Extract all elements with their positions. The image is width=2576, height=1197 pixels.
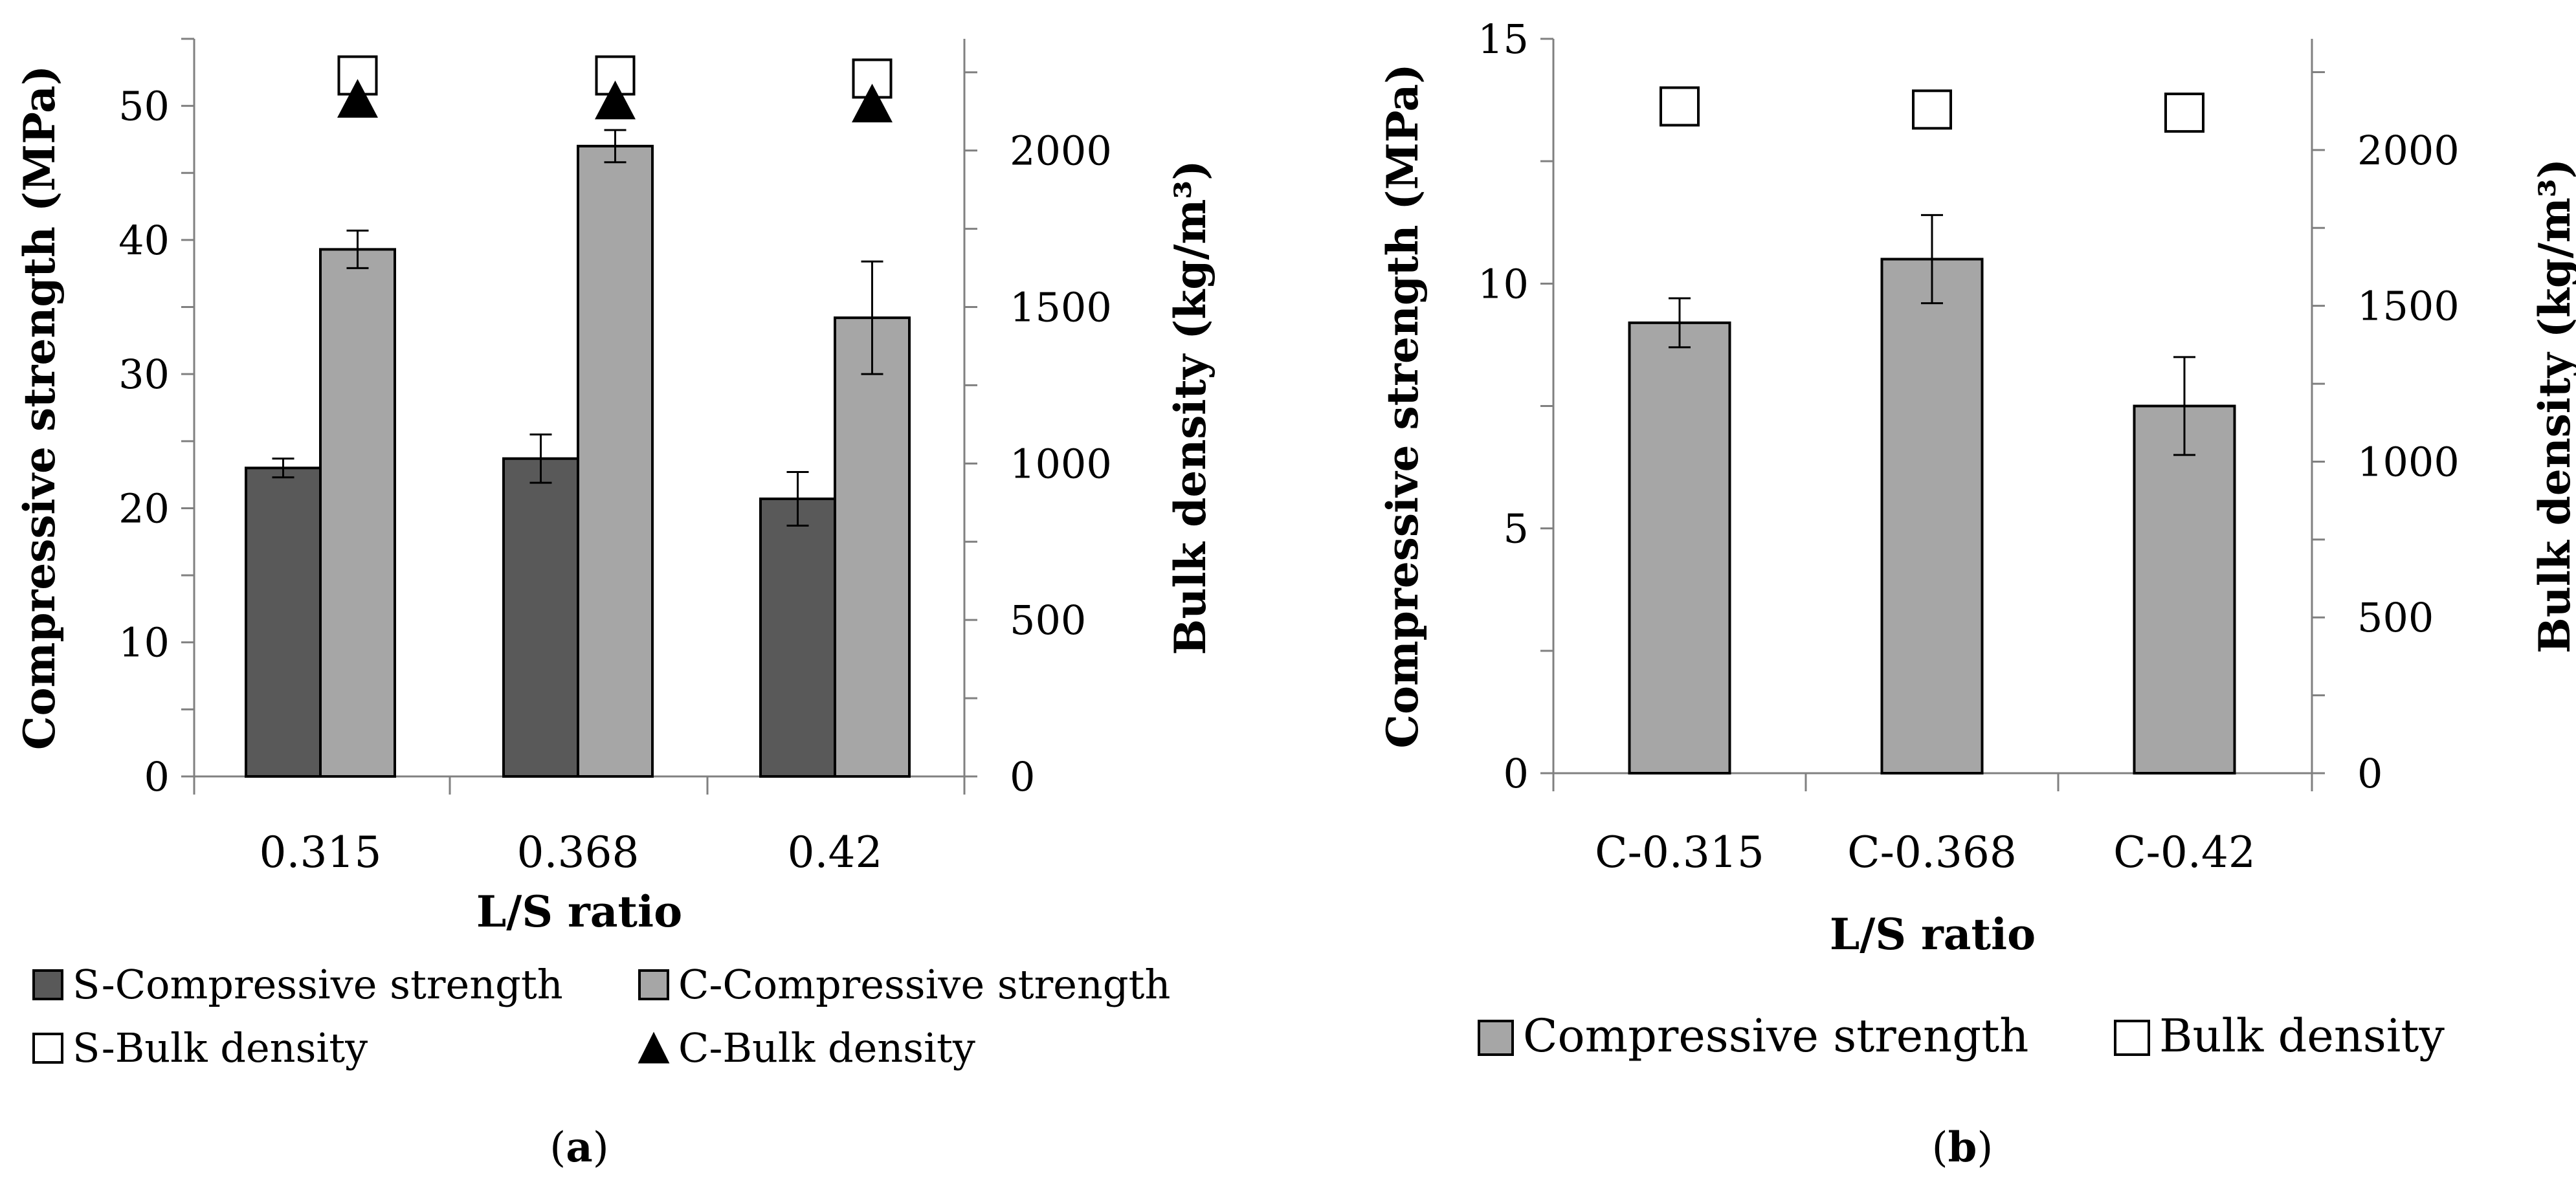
- x-tick-label: C-0.368: [1847, 828, 2017, 877]
- bar-compressive-strength: [2133, 404, 2236, 774]
- legend-label: S-Compressive strength: [72, 961, 563, 1008]
- bar-s-compressive-strength: [759, 497, 836, 778]
- legend-swatch: [2114, 1020, 2150, 1056]
- marker-square: [1660, 86, 1700, 127]
- marker-triangle: [852, 83, 893, 123]
- legend-swatch: [638, 969, 669, 1000]
- y2-tick-label: 2000: [2357, 127, 2459, 174]
- x-tick-label: C-0.42: [2113, 828, 2256, 877]
- x-tick-label: 0.42: [788, 828, 883, 877]
- y2-tick-label: 1500: [1010, 284, 1112, 331]
- panel-label: (a): [550, 1123, 608, 1172]
- legend-swatch: [32, 969, 63, 1000]
- y-tick-label: 50: [118, 83, 170, 130]
- panel-letter: b: [1948, 1123, 1977, 1172]
- legend-label: S-Bulk density: [72, 1024, 368, 1071]
- bar-c-compressive-strength: [319, 248, 396, 778]
- marker-square: [2164, 93, 2204, 133]
- y2-axis-title: Bulk density (kg/m³): [2529, 159, 2576, 653]
- y2-tick-label: 0: [1010, 753, 1035, 800]
- y2-tick-label: 500: [2357, 594, 2434, 641]
- marker-square: [337, 55, 378, 96]
- x-tick-label: 0.315: [260, 828, 382, 877]
- marker-triangle: [337, 79, 378, 118]
- legend: Compressive strength Bulk density: [1478, 1009, 2445, 1062]
- chart-panel-b: 0 5 10 15 0 500 1000 1500 2000 C-0.315 C-0.368 C-0.…: [1377, 16, 2576, 1172]
- y2-tick-label: 0: [2357, 750, 2382, 797]
- legend-swatch: [638, 1031, 670, 1064]
- x-axis-title: L/S ratio: [476, 886, 682, 937]
- x-axis-title: L/S ratio: [1830, 909, 2036, 960]
- bar-s-compressive-strength: [502, 457, 579, 778]
- x-tick-label: C-0.315: [1595, 828, 1764, 877]
- legend-swatch: [1478, 1020, 1514, 1056]
- panel-label: (b): [1932, 1123, 1993, 1172]
- y-tick-label: 15: [1478, 16, 1529, 63]
- legend-label: Compressive strength: [1523, 1009, 2028, 1062]
- bar-compressive-strength: [1628, 321, 1731, 775]
- y-tick-label: 10: [1478, 260, 1529, 307]
- bar-c-compressive-strength: [577, 144, 654, 778]
- y-tick-label: 0: [144, 753, 170, 800]
- bar-c-compressive-strength: [834, 316, 911, 778]
- y-tick-label: 10: [118, 619, 170, 666]
- y-tick-label: 20: [118, 485, 170, 532]
- y-tick-label: 40: [118, 217, 170, 264]
- y2-tick-label: 1000: [2357, 438, 2459, 485]
- bar-s-compressive-strength: [245, 467, 322, 778]
- y-tick-label: 5: [1504, 505, 1529, 553]
- legend-label: C-Bulk density: [678, 1024, 975, 1071]
- y2-tick-label: 1500: [2357, 283, 2459, 330]
- y-tick-label: 30: [118, 351, 170, 398]
- y2-axis-title: Bulk density (kg/m³): [1165, 160, 1216, 655]
- x-tick-label: 0.368: [517, 828, 639, 877]
- y-axis-title: Compressive strength (MPa): [1377, 63, 1428, 748]
- bar-compressive-strength: [1880, 258, 1984, 774]
- y2-tick-label: 2000: [1010, 127, 1112, 175]
- legend: S-Compressive strength C-Compressive stre…: [32, 961, 1170, 1071]
- panel-letter: a: [566, 1123, 592, 1172]
- legend-swatch: [32, 1033, 63, 1064]
- legend-label: C-Compressive strength: [678, 961, 1170, 1008]
- marker-triangle: [595, 80, 636, 120]
- marker-square: [1912, 89, 1952, 130]
- y2-tick-label: 500: [1010, 597, 1086, 644]
- y-axis-title: Compressive strength (MPa): [14, 65, 65, 750]
- y2-tick-label: 1000: [1010, 440, 1112, 487]
- y-tick-label: 0: [1504, 750, 1529, 797]
- legend-label: Bulk density: [2159, 1009, 2445, 1062]
